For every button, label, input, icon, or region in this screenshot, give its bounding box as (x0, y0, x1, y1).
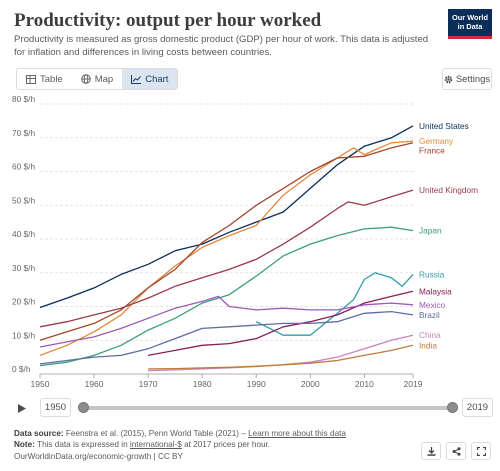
series-label: United Kingdom (419, 185, 478, 195)
note-label: Note: (14, 440, 35, 450)
x-tick-label: 2000 (301, 379, 320, 389)
international-dollar-link[interactable]: international-$ (129, 440, 182, 450)
y-tick-label: 10 $/h (12, 330, 35, 340)
tab-map-label: Map (94, 73, 114, 85)
series-line (255, 272, 414, 336)
timeline-end-handle[interactable] (447, 402, 458, 413)
series-label: France (419, 146, 445, 156)
y-tick-label: 60 $/h (12, 162, 35, 172)
x-tick-label: 2010 (355, 379, 374, 389)
series-label: Japan (419, 226, 442, 236)
expand-icon (476, 446, 486, 456)
logo-line-2: in Data (457, 22, 483, 31)
source-line: Data source: Feenstra et al. (2015), Pen… (14, 428, 346, 439)
series-line (148, 344, 414, 370)
owid-logo[interactable]: Our World in Data (448, 9, 492, 36)
note-post: at 2017 prices per hour. (184, 440, 271, 450)
settings-label: Settings (455, 73, 491, 85)
y-tick-label: 70 $/h (12, 128, 35, 138)
chart-line-icon (131, 74, 142, 84)
tab-table-label: Table (40, 73, 63, 85)
gear-icon (444, 75, 453, 83)
download-button[interactable] (421, 442, 441, 460)
series-line (39, 189, 414, 328)
start-year-box[interactable]: 1950 (40, 398, 71, 417)
y-tick-label: 40 $/h (12, 229, 35, 239)
note-pre: This data is expressed in (37, 440, 128, 450)
source-text: Feenstra et al. (2015), Penn World Table… (65, 429, 246, 438)
download-icon (427, 446, 435, 456)
share-icon (452, 446, 460, 456)
footer: Data source: Feenstra et al. (2015), Pen… (14, 428, 346, 462)
line-chart: 0 $/h 10 $/h 20 $/h 30 $/h 40 $/h 50 $/h 60 $/… (12, 96, 478, 389)
logo-line-1: Our World (452, 13, 488, 22)
series-line (39, 226, 414, 367)
y-tick-label: 20 $/h (12, 297, 35, 307)
view-tabs: Table Map Chart (16, 68, 179, 90)
y-tick-label: 30 $/h (12, 263, 35, 273)
x-tick-label: 2019 (404, 379, 423, 389)
series-label: India (419, 340, 437, 350)
series-label: Brazil (419, 310, 440, 320)
learn-more-link[interactable]: Learn more about this data (248, 429, 346, 438)
y-tick-label: 50 $/h (12, 195, 35, 205)
series-label: China (419, 330, 441, 340)
series-line (39, 140, 414, 357)
x-tick-label: 1950 (31, 379, 50, 389)
logo-accent-bar (448, 36, 492, 39)
series-label: Malaysia (419, 286, 452, 296)
series-line (147, 290, 414, 357)
timeline-track[interactable] (83, 406, 453, 410)
timeline: 1950 2019 (0, 398, 500, 418)
series-line (39, 125, 414, 309)
chart-title: Productivity: output per hour worked (14, 10, 322, 31)
tab-map[interactable]: Map (72, 69, 122, 89)
note-line: Note: This data is expressed in internat… (14, 439, 346, 450)
table-icon (26, 74, 36, 84)
series-label: Mexico (419, 300, 446, 310)
tab-chart[interactable]: Chart (122, 69, 178, 89)
play-button[interactable] (14, 400, 30, 416)
timeline-start-handle[interactable] (78, 402, 89, 413)
series-line (39, 142, 414, 341)
series-label: United States (419, 121, 469, 131)
tab-chart-label: Chart (145, 73, 169, 85)
y-tick-label: 80 $/h (12, 96, 35, 104)
x-tick-label: 1970 (139, 379, 158, 389)
source-label: Data source: (14, 429, 64, 438)
series-label: Russia (419, 269, 445, 279)
series-label: Germany (419, 136, 454, 146)
x-tick-label: 1960 (85, 379, 104, 389)
tab-table[interactable]: Table (17, 69, 72, 89)
x-tick-label: 1990 (247, 379, 266, 389)
play-icon (18, 403, 26, 413)
settings-button[interactable]: Settings (442, 68, 492, 90)
license-line[interactable]: OurWorldinData.org/economic-growth | CC … (14, 451, 183, 461)
series-line (39, 310, 414, 365)
share-button[interactable] (446, 442, 466, 460)
chart-subtitle: Productivity is measured as gross domest… (14, 34, 429, 58)
globe-icon (80, 74, 91, 84)
end-year-box[interactable]: 2019 (462, 398, 493, 417)
y-tick-label: 0 $/h (12, 364, 31, 374)
fullscreen-button[interactable] (471, 442, 491, 460)
action-buttons (416, 442, 491, 460)
series-line (39, 295, 414, 348)
x-tick-label: 1980 (193, 379, 212, 389)
